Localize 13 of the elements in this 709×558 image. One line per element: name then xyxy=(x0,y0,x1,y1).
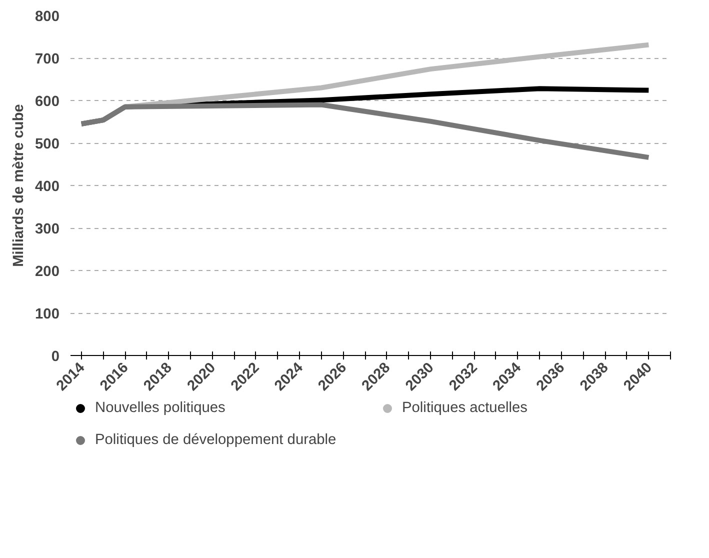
y-tick-label: 700 xyxy=(35,52,60,68)
y-tick-label: 200 xyxy=(35,264,60,280)
y-axis-title: Milliards de mètre cube xyxy=(11,104,28,267)
y-tick-label: 800 xyxy=(35,9,60,25)
legend-label: Politiques de développement durable xyxy=(95,432,338,448)
y-tick-label: 400 xyxy=(35,179,60,195)
y-tick-label: 0 xyxy=(51,349,60,365)
y-tick-label: 300 xyxy=(35,222,60,238)
legend-label: Politiques actuelles xyxy=(402,400,528,416)
legend-label: Nouvelles politiques xyxy=(95,400,226,416)
y-tick-label: 500 xyxy=(35,136,60,152)
y-tick-label: 600 xyxy=(35,94,60,110)
y-tick-label: 100 xyxy=(35,306,60,322)
